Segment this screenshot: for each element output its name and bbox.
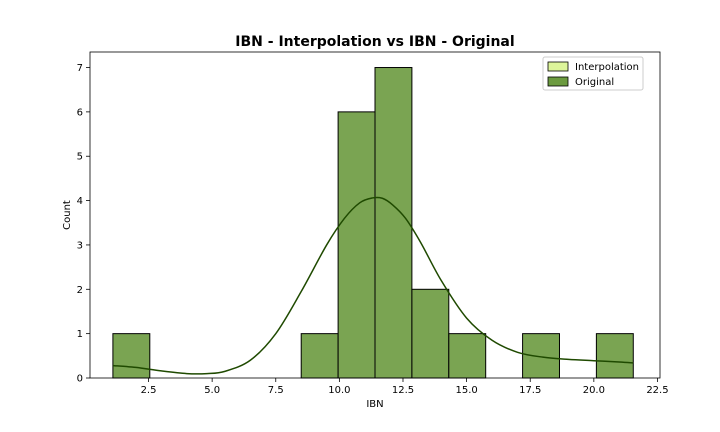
histogram-bar: [522, 333, 560, 379]
y-tick-label: 2: [77, 285, 83, 296]
legend-label: Interpolation: [575, 62, 639, 73]
plot-frame: [89, 51, 661, 379]
legend: Interpolation Original: [542, 56, 644, 91]
plot-area: [89, 51, 661, 379]
y-axis-label: Count: [62, 200, 73, 230]
x-tick-label: 12.5: [392, 385, 414, 396]
y-tick-label: 3: [77, 240, 83, 251]
legend-swatch: [547, 76, 569, 87]
histogram-bar: [374, 67, 413, 379]
x-tick-label: 7.5: [268, 385, 284, 396]
y-tick-label: 5: [77, 152, 83, 163]
histogram-bar: [448, 333, 487, 379]
histogram-bar: [300, 333, 339, 379]
y-tick-label: 1: [77, 329, 83, 340]
x-tick-label: 20.0: [583, 385, 605, 396]
histogram-bar: [337, 111, 376, 379]
x-axis-label: IBN: [366, 399, 383, 410]
y-tick-label: 7: [77, 63, 83, 74]
y-tick-label: 6: [77, 107, 83, 118]
y-tick-label: 0: [77, 374, 83, 385]
histogram-bar: [112, 333, 151, 379]
histogram-bar: [595, 333, 634, 379]
kde-line: [112, 196, 634, 375]
y-tick-label: 4: [77, 196, 83, 207]
x-tick-label: 22.5: [646, 385, 668, 396]
x-tick-label: 15.0: [455, 385, 477, 396]
legend-swatch: [547, 61, 569, 72]
x-axis: 2.5 5.0 7.5 10.0 12.5 15.0 17.5 20.0 22.5: [141, 378, 669, 396]
x-tick-label: 17.5: [519, 385, 541, 396]
x-tick-label: 10.0: [328, 385, 350, 396]
y-axis: 0 1 2 3 4 5 6 7: [77, 63, 90, 385]
histogram-bar: [411, 288, 450, 379]
x-tick-label: 2.5: [141, 385, 157, 396]
legend-label: Original: [575, 77, 614, 88]
chart-title: IBN - Interpolation vs IBN - Original: [235, 34, 514, 50]
x-tick-label: 5.0: [204, 385, 220, 396]
